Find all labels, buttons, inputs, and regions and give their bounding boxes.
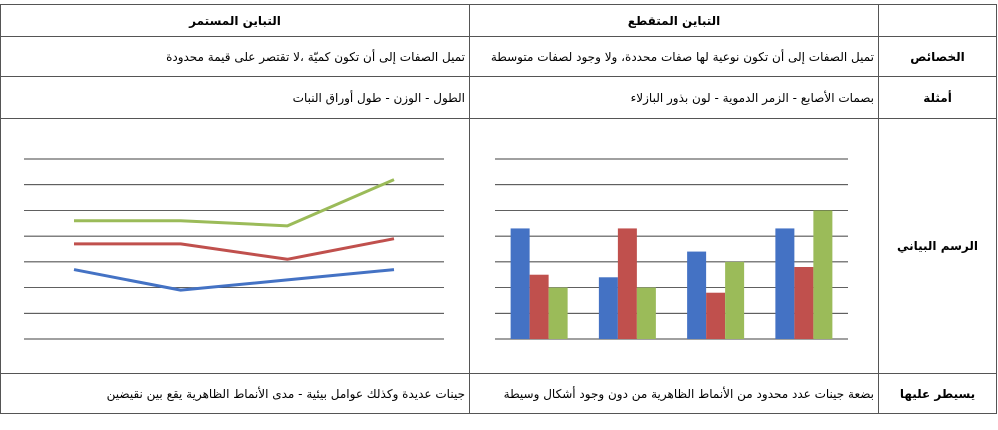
controlled-by-discontinuous: بضعة جينات عدد محدود من الأنماط الظاهرية… <box>469 373 879 414</box>
series-line <box>74 178 395 228</box>
bar <box>548 287 568 339</box>
examples-row: أمثلة بصمات الأصابع - الزمر الدموية - لو… <box>0 76 997 119</box>
series-line <box>73 268 395 292</box>
line-chart-cell <box>0 118 470 374</box>
bar <box>706 292 726 339</box>
graph-row: الرسم البياني <box>0 118 997 374</box>
characteristics-continuous: تميل الصفات إلى أن تكون كميّة ،لا تقتصر … <box>0 36 470 77</box>
controlled-by-row: يسيطر عليها بضعة جينات عدد محدود من الأن… <box>0 373 997 414</box>
continuous-header: التباين المستمر <box>0 4 470 37</box>
controlled-by-label: يسيطر عليها <box>878 373 997 414</box>
discontinuous-header: التباين المتقطع <box>469 4 879 37</box>
bar <box>813 210 833 339</box>
bar <box>794 267 814 339</box>
header-row: التباين المتقطع التباين المستمر <box>0 4 997 37</box>
comparison-table: التباين المتقطع التباين المستمر الخصائص … <box>0 4 997 414</box>
examples-label: أمثلة <box>878 76 997 119</box>
examples-continuous: الطول - الوزن - طول أوراق النبات <box>0 76 470 119</box>
bar <box>725 261 745 339</box>
bar-chart <box>495 158 848 340</box>
bar <box>529 274 549 339</box>
controlled-by-continuous: جينات عديدة وكذلك عوامل بيئية - مدى الأن… <box>0 373 470 414</box>
characteristics-discontinuous: تميل الصفات إلى أن تكون نوعية لها صفات م… <box>469 36 879 77</box>
characteristics-row: الخصائص تميل الصفات إلى أن تكون نوعية له… <box>0 36 997 77</box>
characteristics-label: الخصائص <box>878 36 997 77</box>
bar-chart-cell <box>469 118 879 374</box>
bar <box>617 228 637 339</box>
bar <box>636 287 656 339</box>
bar <box>687 251 707 339</box>
series-line <box>74 237 395 261</box>
graph-label: الرسم البياني <box>878 118 997 374</box>
corner-cell <box>878 4 997 37</box>
line-chart <box>24 158 444 340</box>
bar <box>598 277 618 339</box>
examples-discontinuous: بصمات الأصابع - الزمر الدموية - لون بذور… <box>469 76 879 119</box>
bar <box>775 228 795 339</box>
bar <box>510 228 530 339</box>
